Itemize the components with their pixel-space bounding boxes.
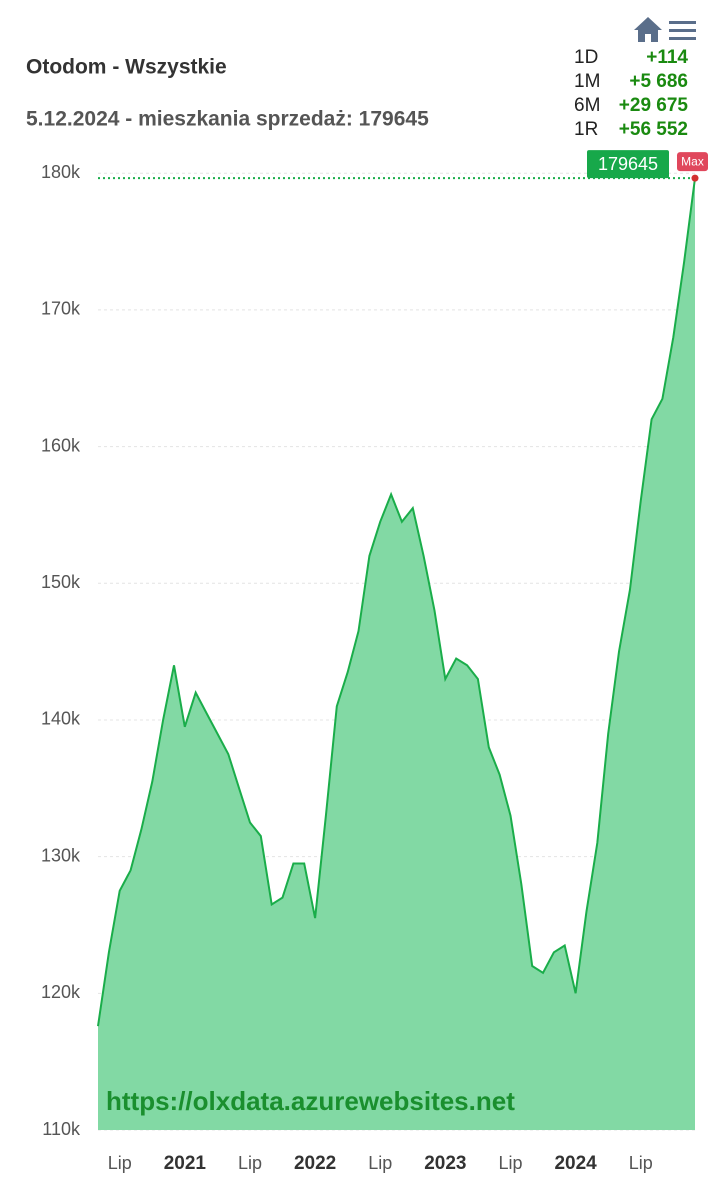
chart-title: Otodom - Wszystkie — [26, 56, 227, 79]
y-tick-label: 120k — [41, 982, 81, 1002]
y-tick-label: 170k — [41, 299, 81, 319]
y-tick-label: 140k — [41, 709, 81, 729]
last-value-label: 179645 — [598, 154, 658, 174]
x-tick-label: Lip — [368, 1153, 392, 1173]
watermark: https://olxdata.azurewebsites.net — [106, 1086, 515, 1116]
x-tick-label: Lip — [629, 1153, 653, 1173]
x-tick-label: 2024 — [554, 1153, 597, 1174]
y-tick-label: 150k — [41, 572, 81, 592]
max-badge — [677, 152, 708, 172]
menu-icon[interactable] — [669, 21, 696, 40]
max-label: Max — [681, 154, 704, 168]
line — [97, 177, 696, 1027]
y-tick-label: 130k — [41, 845, 81, 865]
stat-change: +56 552 — [619, 119, 688, 140]
area — [98, 178, 695, 1131]
stat-change: +114 — [646, 47, 688, 68]
y-tick-label: 160k — [41, 435, 81, 455]
stat-period: 1R — [574, 119, 598, 140]
y-tick-label: 180k — [41, 162, 81, 182]
last-value-badge — [587, 150, 669, 179]
x-tick-label: Lip — [498, 1153, 522, 1173]
x-tick-label: 2021 — [164, 1153, 207, 1174]
stat-change: +29 675 — [619, 95, 689, 116]
x-tick-label: Lip — [238, 1153, 262, 1173]
x-tick-label: 2022 — [294, 1153, 336, 1174]
x-tick-label: 2023 — [424, 1153, 466, 1174]
stat-period: 1D — [574, 47, 598, 68]
home-icon[interactable] — [634, 17, 662, 42]
y-tick-label: 110k — [42, 1119, 81, 1139]
max-point — [691, 174, 699, 182]
stat-period: 1M — [574, 71, 600, 92]
chart-subtitle: 5.12.2024 - mieszkania sprzedaż: 179645 — [26, 108, 429, 131]
stat-period: 6M — [574, 95, 600, 116]
x-tick-label: Lip — [108, 1153, 132, 1173]
stat-change: +5 686 — [629, 71, 688, 92]
